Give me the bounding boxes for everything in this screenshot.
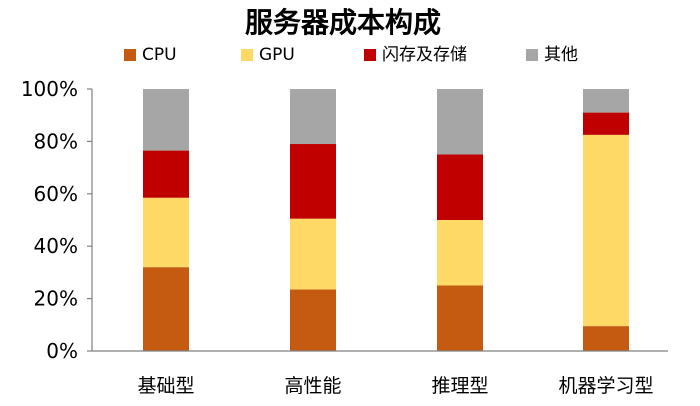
bar-segment-3-3	[583, 89, 629, 113]
bar-segment-2-3	[437, 89, 483, 155]
bar-segment-3-1	[583, 134, 629, 327]
bars	[143, 89, 629, 351]
bar-segment-1-3	[290, 89, 336, 145]
legend-label-2: 闪存及存储	[382, 45, 467, 65]
legend-swatch-1	[241, 49, 253, 61]
x-axis: 基础型 高性能 推理型 机器学习型	[92, 350, 668, 397]
bar-segment-2-0	[437, 285, 483, 351]
bar-segment-3-2	[583, 112, 629, 135]
y-tick-label-4: 80%	[34, 129, 78, 153]
bar-segment-1-1	[290, 218, 336, 290]
legend-label-0: CPU	[142, 45, 177, 65]
legend: CPU GPU 闪存及存储 其他	[124, 45, 578, 65]
legend-swatch-3	[526, 49, 538, 61]
legend-swatch-0	[124, 49, 136, 61]
bar-segment-2-1	[437, 220, 483, 286]
y-tick-label-0: 0%	[46, 339, 78, 363]
y-tick-label-2: 40%	[34, 234, 78, 258]
y-tick-label-1: 20%	[34, 287, 78, 311]
legend-label-1: GPU	[259, 45, 295, 65]
x-tick-label-3: 机器学习型	[558, 375, 653, 397]
bar-segment-0-3	[143, 89, 189, 151]
x-tick-label-0: 基础型	[137, 375, 194, 397]
bar-segment-2-2	[437, 154, 483, 220]
x-tick-label-2: 推理型	[431, 375, 488, 397]
bar-segment-1-0	[290, 289, 336, 351]
legend-label-3: 其他	[544, 45, 578, 65]
y-tick-label-3: 60%	[34, 182, 78, 206]
bar-segment-0-0	[143, 267, 189, 351]
y-axis: 0% 20% 40% 60% 80% 100%	[21, 77, 93, 363]
legend-swatch-2	[364, 49, 376, 61]
x-tick-label-1: 高性能	[284, 375, 341, 397]
bar-segment-0-1	[143, 197, 189, 268]
bar-segment-0-2	[143, 150, 189, 198]
y-tick-label-5: 100%	[21, 77, 78, 101]
bar-segment-3-0	[583, 326, 629, 351]
bar-segment-1-2	[290, 144, 336, 219]
chart-title: 服务器成本构成	[245, 6, 441, 39]
